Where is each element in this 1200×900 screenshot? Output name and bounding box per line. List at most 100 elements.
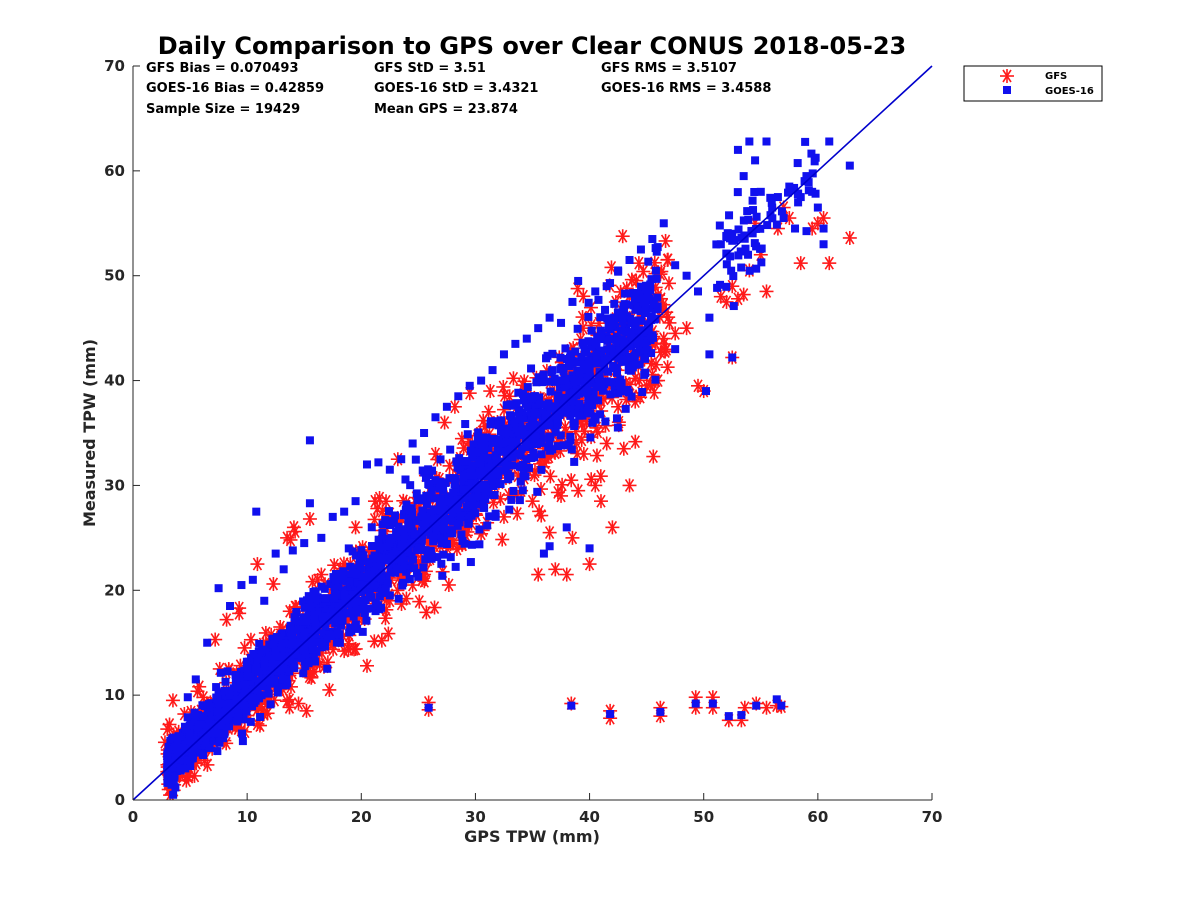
- goes-point: [203, 638, 212, 647]
- goes-point: [238, 729, 247, 738]
- goes-point: [586, 409, 595, 418]
- goes-point: [205, 722, 214, 731]
- goes-point: [346, 562, 355, 571]
- goes-point: [315, 638, 324, 647]
- goes-point: [807, 149, 816, 158]
- goes-point: [172, 742, 181, 751]
- goes-point: [808, 169, 817, 178]
- goes-point: [437, 539, 446, 548]
- goes-point: [318, 612, 327, 621]
- goes-point: [592, 359, 601, 368]
- goes-point: [471, 484, 480, 493]
- goes-point: [248, 575, 257, 584]
- goes-point: [506, 472, 515, 481]
- goes-point: [619, 307, 628, 316]
- goes-point: [338, 616, 347, 625]
- goes-point: [369, 580, 378, 589]
- goes-point: [647, 349, 656, 358]
- goes-point: [260, 596, 269, 605]
- goes-point: [728, 229, 737, 238]
- goes-point: [601, 417, 610, 426]
- goes-point: [477, 376, 486, 385]
- goes-point: [729, 302, 738, 311]
- goes-point: [460, 539, 469, 548]
- goes-point: [352, 570, 361, 579]
- goes-point: [567, 701, 576, 710]
- goes-point: [358, 596, 367, 605]
- goes-point: [614, 354, 623, 363]
- goes-point: [367, 523, 376, 532]
- goes-point: [317, 582, 326, 591]
- goes-point: [626, 329, 635, 338]
- goes-point: [505, 505, 514, 514]
- goes-point: [469, 501, 478, 510]
- goes-point: [641, 354, 650, 363]
- goes-point: [173, 735, 182, 744]
- goes-point: [749, 206, 758, 215]
- goes-point: [271, 646, 280, 655]
- goes-point: [633, 340, 642, 349]
- goes-point: [581, 375, 590, 384]
- goes-point: [777, 207, 786, 216]
- goes-point: [530, 453, 539, 462]
- goes-point: [813, 203, 822, 212]
- gfs-point: [564, 530, 581, 546]
- goes-point: [464, 499, 473, 508]
- goes-point: [226, 602, 235, 611]
- goes-point: [254, 667, 263, 676]
- goes-point: [464, 519, 473, 528]
- goes-point: [715, 221, 724, 230]
- goes-point: [183, 756, 192, 765]
- goes-point: [728, 353, 737, 362]
- y-tick-label: 60: [104, 162, 125, 180]
- goes-point: [330, 582, 339, 591]
- goes-point: [359, 603, 368, 612]
- goes-point: [562, 381, 571, 390]
- goes-point: [271, 549, 280, 558]
- goes-point: [438, 571, 447, 580]
- goes-point: [238, 737, 247, 746]
- goes-point: [232, 703, 241, 712]
- goes-point: [190, 718, 199, 727]
- goes-point: [457, 530, 466, 539]
- goes-point: [219, 734, 228, 743]
- goes-point: [528, 394, 537, 403]
- goes-point: [474, 492, 483, 501]
- goes-point: [178, 741, 187, 750]
- goes-point: [476, 459, 485, 468]
- goes-point: [757, 258, 766, 267]
- stat-mean-gps: Mean GPS = 23.874: [374, 102, 518, 117]
- goes-point: [466, 558, 475, 567]
- goes-point: [283, 679, 292, 688]
- goes-point: [527, 364, 536, 373]
- goes-point: [248, 693, 257, 702]
- goes-point: [492, 466, 501, 475]
- stat-gfs-std: GFS StD = 3.51: [374, 61, 486, 76]
- goes-point: [173, 763, 182, 772]
- goes-point: [627, 317, 636, 326]
- x-tick-label: 10: [237, 808, 258, 826]
- goes-point: [801, 137, 810, 146]
- goes-point: [290, 664, 299, 673]
- goes-point: [431, 413, 440, 422]
- goes-point: [518, 426, 527, 435]
- goes-point: [392, 527, 401, 536]
- gfs-point: [604, 519, 621, 536]
- chart-title: Daily Comparison to GPS over Clear CONUS…: [158, 32, 906, 60]
- goes-point: [825, 137, 834, 146]
- goes-point: [682, 271, 691, 280]
- goes-point: [397, 558, 406, 567]
- goes-point: [358, 627, 367, 636]
- goes-point: [543, 407, 552, 416]
- goes-point: [642, 345, 651, 354]
- goes-point: [512, 437, 521, 446]
- goes-point: [606, 710, 615, 719]
- goes-point: [522, 455, 531, 464]
- goes-point: [421, 555, 430, 564]
- goes-point: [592, 349, 601, 358]
- goes-point: [556, 353, 565, 362]
- goes-point: [625, 255, 634, 264]
- goes-point: [617, 335, 626, 344]
- goes-point: [283, 640, 292, 649]
- goes-point: [745, 137, 754, 146]
